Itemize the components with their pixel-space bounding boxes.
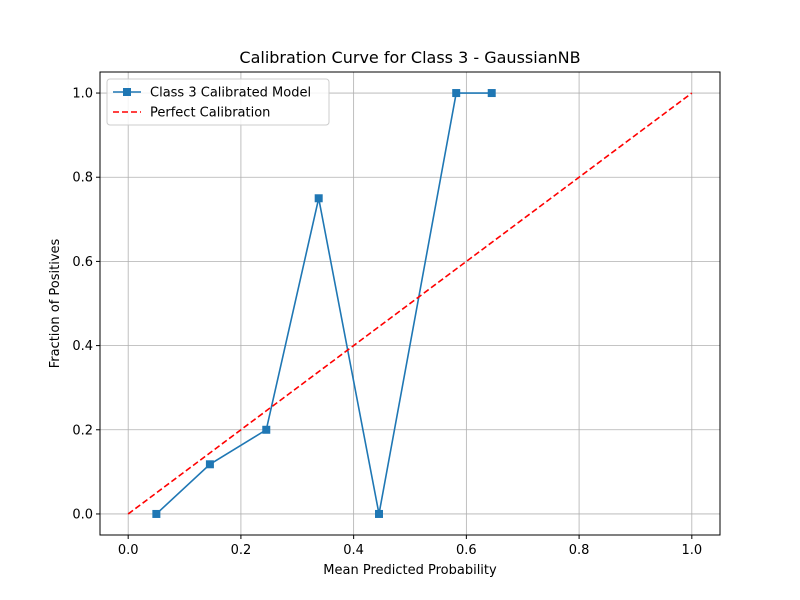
legend-box	[106, 78, 330, 126]
axis-ticks: 0.0 0.2 0.4 0.6 0.8 1.0 0.0 0.2 0.4 0.6 0.8 1.0	[72, 87, 702, 558]
calibrated-model-point	[152, 509, 161, 518]
x-tick-label: 1.0	[681, 543, 702, 558]
y-tick-label: 0.8	[72, 171, 93, 186]
calibrated-model-point	[487, 89, 496, 98]
legend-label: Perfect Calibration	[150, 106, 270, 121]
calibrated-model-point	[375, 509, 383, 518]
legend-marker	[123, 88, 131, 96]
x-axis-label: Mean Predicted Probability	[323, 563, 497, 578]
calibrated-model-point	[452, 89, 461, 98]
legend-label: Class 3 Calibrated Model	[150, 86, 311, 101]
y-axis-label: Fraction of Positives	[48, 238, 63, 368]
x-tick-label: 0.8	[569, 543, 590, 558]
chart-title: Calibration Curve for Class 3 - Gaussian…	[239, 48, 580, 67]
y-tick-label: 0.4	[72, 339, 93, 354]
series-layer	[127, 89, 693, 518]
y-tick-label: 0.6	[72, 255, 93, 270]
x-tick-label: 0.4	[343, 543, 364, 558]
x-tick-label: 0.0	[118, 543, 139, 558]
x-tick-label: 0.6	[456, 543, 477, 558]
x-tick-label: 0.2	[231, 543, 252, 558]
calibrated-model-point	[205, 460, 214, 469]
calibrated-model-point	[314, 194, 323, 203]
calibrated-model-point	[262, 425, 271, 434]
perfect-calibration-line	[127, 92, 693, 515]
y-tick-label: 0.0	[72, 507, 93, 522]
legend: Class 3 Calibrated Model Perfect Calibrat…	[106, 78, 330, 126]
y-tick-label: 1.0	[72, 87, 93, 102]
y-tick-label: 0.2	[72, 423, 93, 438]
plot-frame	[99, 71, 721, 536]
grid	[100, 72, 720, 535]
